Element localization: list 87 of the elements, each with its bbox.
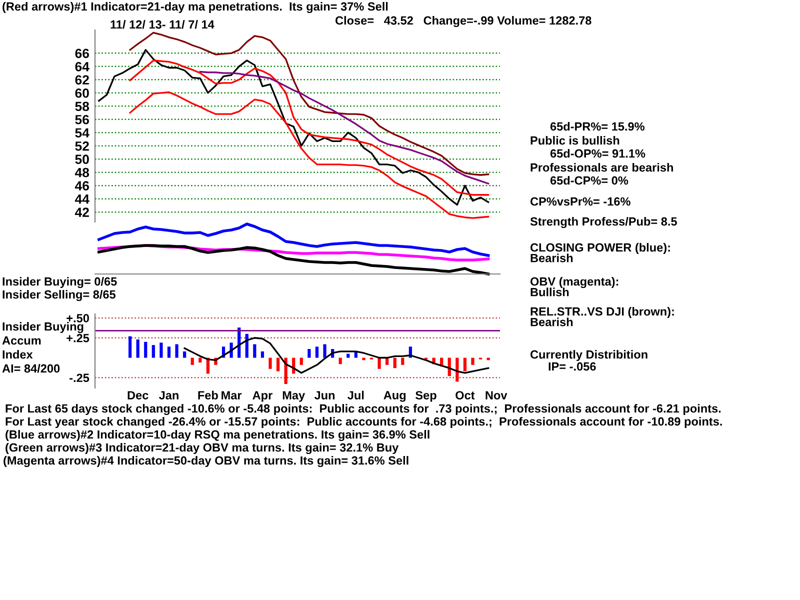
text: 65d-PR%= 15.9% <box>550 122 645 131</box>
bar <box>167 346 171 358</box>
line-series <box>129 91 490 219</box>
y-tick-label: 52 <box>75 141 89 151</box>
bar <box>393 358 396 368</box>
line-series <box>129 32 490 176</box>
bar <box>276 358 280 372</box>
y-tick-label: +.50 <box>66 314 89 322</box>
y-tick-label: 46 <box>74 181 89 190</box>
x-tick-label: Feb <box>198 390 218 400</box>
text: Index <box>2 350 33 359</box>
line-series <box>129 60 490 196</box>
text: Public is bullish <box>530 136 620 145</box>
y-tick-label: 66 <box>75 48 89 58</box>
y-tick-label: 64 <box>75 62 90 72</box>
line-series <box>184 337 490 374</box>
bar <box>401 358 404 365</box>
text: 65d-CP%= 0% <box>550 176 628 185</box>
bar <box>144 342 148 358</box>
bar <box>338 358 342 364</box>
text: For Last year stock changed -26.4% or -15.57 points: Public accounts for -4.68 points.; Professionals account for -10.89 points. <box>6 417 722 428</box>
y-tick-label: 56 <box>75 114 89 124</box>
text: OBV (magenta): Bullish <box>530 277 618 296</box>
text: For Last 65 days stock changed -10.6% or -5.48 points: Public accounts for .73 points.; Professionals account for -6.21 points. <box>6 404 721 416</box>
bar <box>463 358 467 372</box>
bar <box>346 354 350 358</box>
text: Professionals are bearish <box>530 163 673 172</box>
bar <box>190 358 194 365</box>
text: (Green arrows)#3 Indicator=21-day OBV ma turns. Its gain= 32.1% Buy <box>6 443 399 454</box>
bar <box>362 358 366 360</box>
bar <box>160 342 163 358</box>
text: Currently Distribition <box>530 350 648 362</box>
bar <box>245 334 248 358</box>
text: CP%vsPr%= -16% <box>530 197 630 206</box>
text: Insider Selling= 8/65 <box>2 290 116 302</box>
bar <box>471 358 474 365</box>
bar <box>198 358 202 363</box>
line-series <box>98 49 490 206</box>
text: IP= -.056 <box>548 362 596 371</box>
x-tick-label: Nov <box>486 391 508 400</box>
chart-title: (Red arrows)#1 Indicator=21-day ma penetrations. Its gain= 37% Sell <box>2 2 388 14</box>
bar <box>308 349 311 358</box>
x-tick-label: Dec <box>128 391 148 400</box>
x-tick-label: Mar <box>222 391 242 400</box>
chart-subtitle: Close= 43.52 Change=-.99 Volume= 1282.78 <box>335 16 592 28</box>
bar <box>268 358 272 369</box>
bar <box>152 345 155 358</box>
y-tick-label: +.25 <box>66 334 90 342</box>
y-tick-label: 60 <box>75 88 89 98</box>
bar <box>136 339 140 358</box>
bar <box>315 346 319 358</box>
text: 11/ 12/ 13- 11/ 7/ 14 <box>110 20 214 29</box>
bar <box>300 358 303 365</box>
x-tick-label: May <box>282 391 306 402</box>
x-tick-label: Oct <box>456 391 475 400</box>
bar <box>323 344 326 358</box>
x-tick-label: Aug <box>384 391 406 402</box>
y-tick-label: 54 <box>75 128 90 138</box>
x-tick-label: Sep <box>416 391 436 402</box>
y-tick-label: 58 <box>75 102 90 112</box>
text: REL.STR..VS DJI (brown): Bearish <box>530 307 674 326</box>
text: Insider Buying <box>2 322 84 334</box>
y-tick-label: 48 <box>74 168 90 178</box>
x-tick-label: Jun <box>314 391 335 400</box>
x-tick-label: Apr <box>252 391 272 402</box>
y-tick-label: 62 <box>75 75 89 85</box>
bar <box>183 351 186 358</box>
text: (Magenta arrows)#4 Indicator=50-day OBV ma turns. Its gain= 31.6% Sell <box>4 456 408 468</box>
x-tick-label: Jan <box>159 391 178 400</box>
text: Strength Profess/Pub= 8.5 <box>530 217 677 228</box>
y-tick-label: 50 <box>75 154 89 164</box>
text: CLOSING POWER (blue): Bearish <box>530 243 670 262</box>
y-tick-label: 42 <box>74 208 89 217</box>
x-tick-label: Jul <box>348 390 364 400</box>
text: Accum <box>2 336 41 345</box>
bar <box>128 336 132 358</box>
bar <box>378 358 381 369</box>
text: 65d-OP%= 91.1% <box>550 149 646 158</box>
text: Insider Buying= 0/65 <box>2 277 117 288</box>
line-series <box>199 70 490 184</box>
text: AI= 84/200 <box>2 364 60 373</box>
bar <box>253 344 256 358</box>
text: (Blue arrows)#2 Indicator=10-day RSQ ma penetrations. Its gain= 36.9% Sell <box>6 430 430 442</box>
y-tick-label: 44 <box>74 194 90 204</box>
bar <box>260 351 264 358</box>
y-tick-label: -.25 <box>70 374 90 382</box>
bar <box>175 344 178 358</box>
